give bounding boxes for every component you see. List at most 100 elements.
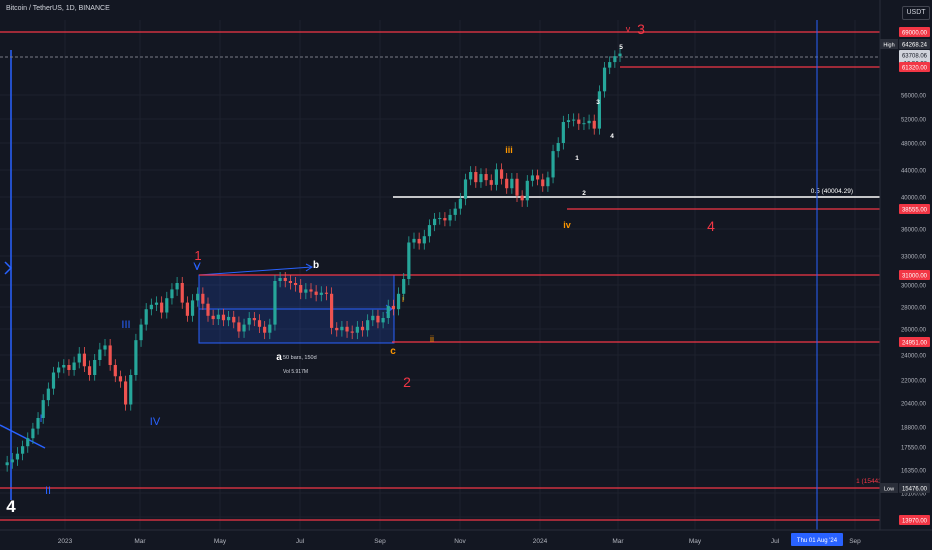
candle-body xyxy=(433,218,437,226)
wave-label: v xyxy=(626,24,631,34)
price-tick-label: 52000.00 xyxy=(901,118,927,124)
candle-body xyxy=(324,292,329,294)
candle-body xyxy=(530,175,535,181)
candle-body xyxy=(335,327,339,331)
candle-body xyxy=(494,169,498,185)
candle-body xyxy=(154,302,159,305)
price-level-badge xyxy=(899,204,930,214)
candle-body xyxy=(299,285,303,293)
wave-label: iv xyxy=(563,220,571,230)
wave-label: iii xyxy=(505,145,513,155)
candle-body xyxy=(546,177,550,187)
price-tick-label: 15100.00 xyxy=(901,492,927,498)
candle-body xyxy=(412,238,416,243)
candle-body xyxy=(216,314,220,320)
trend-line-left xyxy=(0,424,46,449)
wave-label: 5 xyxy=(619,44,623,51)
time-tick-label: 2024 xyxy=(533,538,548,545)
price-level-label: 63708.06 xyxy=(902,54,928,60)
wave-label: i xyxy=(402,294,404,304)
candle-body xyxy=(149,304,153,310)
candle-body xyxy=(391,305,395,310)
price-tick-label: 16350.00 xyxy=(901,469,927,475)
candle-body xyxy=(396,293,401,310)
price-level-label: 13970.00 xyxy=(902,519,928,525)
candle-body xyxy=(26,438,30,447)
candle-body xyxy=(330,293,334,328)
candle-body xyxy=(206,303,210,316)
candle-body xyxy=(124,381,128,405)
wave-label: b xyxy=(313,260,319,271)
wave-label: 1 xyxy=(194,248,201,263)
price-level-badge xyxy=(899,62,930,72)
candle-body xyxy=(51,372,56,389)
candle-body xyxy=(196,293,200,301)
candle-body xyxy=(263,326,267,333)
candle-body xyxy=(93,360,97,375)
wave-label: III xyxy=(121,319,130,331)
price-level-label: 61320.00 xyxy=(902,66,928,72)
candle-body xyxy=(87,366,92,375)
candle-body xyxy=(350,331,354,333)
range-box-label: 50 bars, 150d xyxy=(283,355,317,361)
candle-body xyxy=(592,120,596,129)
candle-body xyxy=(257,320,262,327)
candle-body xyxy=(602,67,607,92)
candle-body xyxy=(319,292,323,295)
candle-body xyxy=(613,56,617,63)
candle-body xyxy=(247,318,251,325)
candle-body xyxy=(46,388,50,401)
candle-body xyxy=(355,326,359,333)
currency-button[interactable]: USDT xyxy=(902,6,930,20)
candle-body xyxy=(211,315,215,320)
candle-body xyxy=(160,302,164,313)
price-tick-label: 18800.00 xyxy=(901,426,927,432)
price-tick-label: 36000.00 xyxy=(901,228,927,234)
candle-body xyxy=(268,324,272,333)
price-level-badge xyxy=(899,39,930,49)
candle-body xyxy=(113,365,117,377)
wave-label: a xyxy=(276,352,282,363)
candle-body xyxy=(587,120,591,124)
candle-body xyxy=(556,143,560,152)
wave-label: 3 xyxy=(637,21,645,37)
candle-body xyxy=(499,169,504,179)
range-box-vol: Vol 5.917M xyxy=(283,369,308,375)
candle-body xyxy=(582,123,586,125)
candle-body xyxy=(427,225,432,237)
time-tick-label: Sep xyxy=(374,538,386,545)
candle-body xyxy=(618,53,622,57)
candle-body xyxy=(566,120,571,122)
candle-body xyxy=(237,322,241,332)
wave-label: ii xyxy=(430,334,434,344)
candle-body xyxy=(232,316,236,323)
candle-body xyxy=(402,279,406,294)
candle-body xyxy=(77,353,81,363)
price-tick-label: 56000.00 xyxy=(901,94,927,100)
time-tick-label: Mar xyxy=(612,538,624,545)
wave-label: II xyxy=(45,485,51,497)
candle-body xyxy=(510,178,514,189)
price-tick-label: 30000.00 xyxy=(901,284,927,290)
price-level-label: 64268.24 xyxy=(902,43,928,49)
time-tick-label: Sep xyxy=(849,538,861,545)
candle-body xyxy=(31,428,35,439)
time-tick-label: May xyxy=(689,538,702,545)
symbol-title: Bitcoin / TetherUS, 1D, BINANCE xyxy=(6,5,110,12)
price-level-badge xyxy=(899,50,930,60)
candle-body xyxy=(185,302,189,316)
candle-body xyxy=(252,318,256,321)
candle-body xyxy=(551,151,555,178)
wave-v-marker: v xyxy=(195,262,199,271)
candle-body xyxy=(10,459,14,463)
candle-body xyxy=(190,300,195,316)
candle-body xyxy=(36,418,40,429)
candle-body xyxy=(458,198,462,209)
wave-label: 1 xyxy=(575,155,579,162)
wave-label: 3 xyxy=(596,99,600,106)
wave-label: 2 xyxy=(582,190,586,197)
time-tick-label: Jul xyxy=(771,538,780,545)
wave-label: I xyxy=(39,413,42,425)
candle-body xyxy=(561,122,565,143)
